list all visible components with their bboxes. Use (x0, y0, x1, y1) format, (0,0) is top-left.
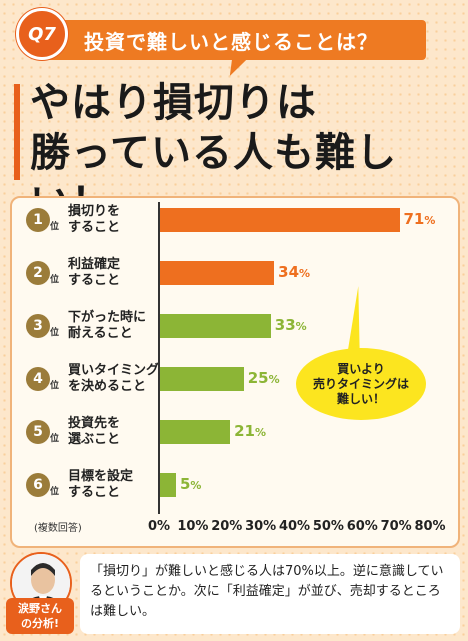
callout-bubble: 買いより 売りタイミングは 難しい！ (296, 348, 426, 420)
rank-badge: 6 (26, 473, 50, 497)
bar (159, 367, 244, 391)
x-tick-label: 80% (414, 519, 446, 534)
headline-line-1: やはり損切りは (30, 80, 317, 126)
x-tick-label: 50% (312, 519, 344, 534)
rank-badge: 1 (26, 208, 50, 232)
bar (159, 261, 275, 285)
bar-value-label: 25% (247, 369, 280, 387)
question-text: 投資で難しいと感じることは？ (84, 29, 378, 54)
x-tick-label: 70% (380, 519, 412, 534)
x-tick-label: 10% (177, 519, 209, 534)
category-label: 利益確定 すること (68, 257, 121, 288)
category-label: 下がった時に 耐えること (68, 310, 147, 341)
category-label: 目標を設定 すること (68, 469, 134, 500)
rank-badge: 5 (26, 420, 50, 444)
analysis-tag: 涙野さん の分析! (6, 598, 74, 634)
bar (159, 208, 400, 232)
rank-badge: 3 (26, 314, 50, 338)
rank-suffix: 位 (50, 434, 60, 444)
x-tick-label: 20% (211, 519, 243, 534)
rank-badge: 2 (26, 261, 50, 285)
rank-suffix: 位 (50, 275, 60, 285)
question-banner: 投資で難しいと感じることは？ (44, 20, 426, 60)
analysis-comment: 「損切り」が難しいと感じる人は70%以上。逆に意識しているということか。次に「利… (80, 554, 460, 634)
headline-accent-bar (14, 84, 20, 180)
x-tick-label: 40% (278, 519, 311, 534)
rank-suffix: 位 (50, 487, 60, 497)
x-tick-label: 60% (346, 519, 378, 534)
rank-suffix: 位 (50, 328, 60, 338)
rank-badge: 4 (26, 367, 50, 391)
x-tick-label: 0% (147, 519, 171, 534)
chart-axis-line (158, 202, 160, 514)
rank-suffix: 位 (50, 222, 60, 232)
question-number-badge: Q7 (16, 8, 68, 60)
bar (159, 314, 271, 338)
category-label: 買いタイミング を決めること (68, 363, 160, 394)
x-tick-label: 30% (245, 519, 277, 534)
bar-value-label: 21% (234, 422, 267, 440)
multiple-answer-note: (複数回答) (34, 523, 82, 534)
bar-value-label: 5% (179, 475, 202, 493)
bar-value-label: 34% (278, 263, 311, 281)
category-label: 投資先を 選ぶこと (68, 416, 121, 447)
bar-value-label: 33% (274, 316, 307, 334)
bar (159, 420, 231, 444)
rank-suffix: 位 (50, 381, 60, 391)
category-label: 損切りを すること (68, 204, 121, 235)
bar-value-label: 71% (403, 210, 436, 228)
bar (159, 473, 176, 497)
